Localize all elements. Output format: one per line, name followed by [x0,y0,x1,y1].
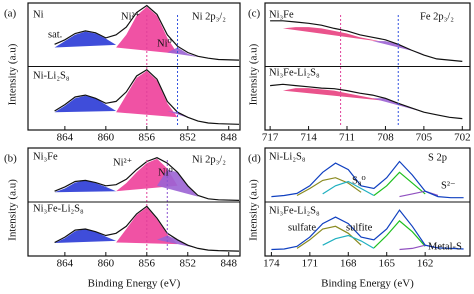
y-axis-label: Intensity (a.u) [7,43,19,105]
annotation: Ni 2p₃/₂ [192,11,226,22]
annotation: Ni₃Fe-Li₂S₈ [269,205,320,216]
annotation: Ni₃Fe [33,151,58,162]
x-tick-label: 856 [139,132,156,144]
annotation: Ni-Li₂S₈ [269,151,306,162]
annotation: Ni²⁺ [121,11,140,22]
spectrum-line [54,68,240,125]
annotation: Ni-Li₂S₈ [33,70,70,81]
annotation: Ni⁰ [158,167,173,178]
peak-area [116,6,178,54]
x-tick-label: 864 [57,258,74,270]
peak-area [282,88,386,101]
x-tick-label: 702 [454,132,471,144]
spectrum-line [271,209,464,251]
peak-area [282,27,386,43]
annotation: Ni [33,9,44,20]
x-tick-label: 162 [417,258,434,270]
spectrum-line [271,160,464,199]
spectrum-line [322,180,375,197]
peak-area [54,95,117,113]
annotation: sat. [48,29,62,40]
annotation: S²⁻ [441,180,456,191]
x-tick-label: 852 [180,132,197,144]
x-tick-label: 714 [300,132,317,144]
spectrum-line [270,20,463,62]
panel-label: (b) [4,153,17,165]
x-tick-label: 848 [220,258,237,270]
x-tick-label: 171 [302,258,319,270]
annotation: Fe 2p₃/₂ [420,11,454,22]
x-tick-label: 860 [98,132,115,144]
spectrum-line [54,205,240,252]
annotation: Ni 2p₃/₂ [192,154,226,165]
annotation: sulfite [346,222,373,233]
annotation: Ni₃Fe [269,9,294,20]
x-tick-label: 852 [180,258,197,270]
spectrum-line [373,220,426,249]
x-tick-label: 717 [262,132,279,144]
x-tick-label: 711 [339,132,355,144]
peak-area [167,47,198,57]
y-axis-label: Intensity (a.u) [248,43,260,105]
x-tick-label: 708 [377,132,394,144]
x-axis-label: Binding Energy (eV) [88,278,181,290]
spectrum-line [296,177,362,197]
x-tick-label: 168 [340,258,357,270]
panel-label: (c) [248,8,261,20]
spectrum-line [54,157,240,201]
x-axis-label: Binding Energy (eV) [321,278,414,290]
x-tick-label: 860 [98,258,115,270]
peak-area [54,180,117,193]
y-axis-label: Intensity (a.u) [248,179,260,241]
peak-area [54,31,117,48]
annotation: Ni²⁺ [113,157,132,168]
spectrum-line [54,4,240,61]
annotation: Ni₃Fe-Li₂S₈ [33,203,84,214]
panel-label: (a) [4,8,17,20]
spectrum-line [322,234,375,249]
peak-area [54,229,117,243]
peak-area [372,98,424,113]
x-tick-label: 864 [57,132,74,144]
peak-area [116,70,178,118]
x-tick-label: 174 [263,258,280,270]
annotation: S₈⁰ [352,175,366,186]
spectrum-line [296,225,362,249]
annotation: Ni₃Fe-Li₂S₈ [269,67,320,78]
x-tick-label: 705 [416,132,433,144]
x-tick-label: 848 [220,132,237,144]
spectrum-line [373,171,426,196]
annotation: Metal-S [428,241,462,252]
annotation: S 2p [428,152,447,163]
x-tick-label: 165 [378,258,395,270]
spectrum-line [270,83,463,120]
annotation: sulfate [288,222,316,233]
annotation: Ni⁰ [157,38,172,49]
x-tick-label: 856 [139,258,156,270]
panel-label: (d) [248,153,261,165]
y-axis-label: Intensity (a.u) [7,179,19,241]
